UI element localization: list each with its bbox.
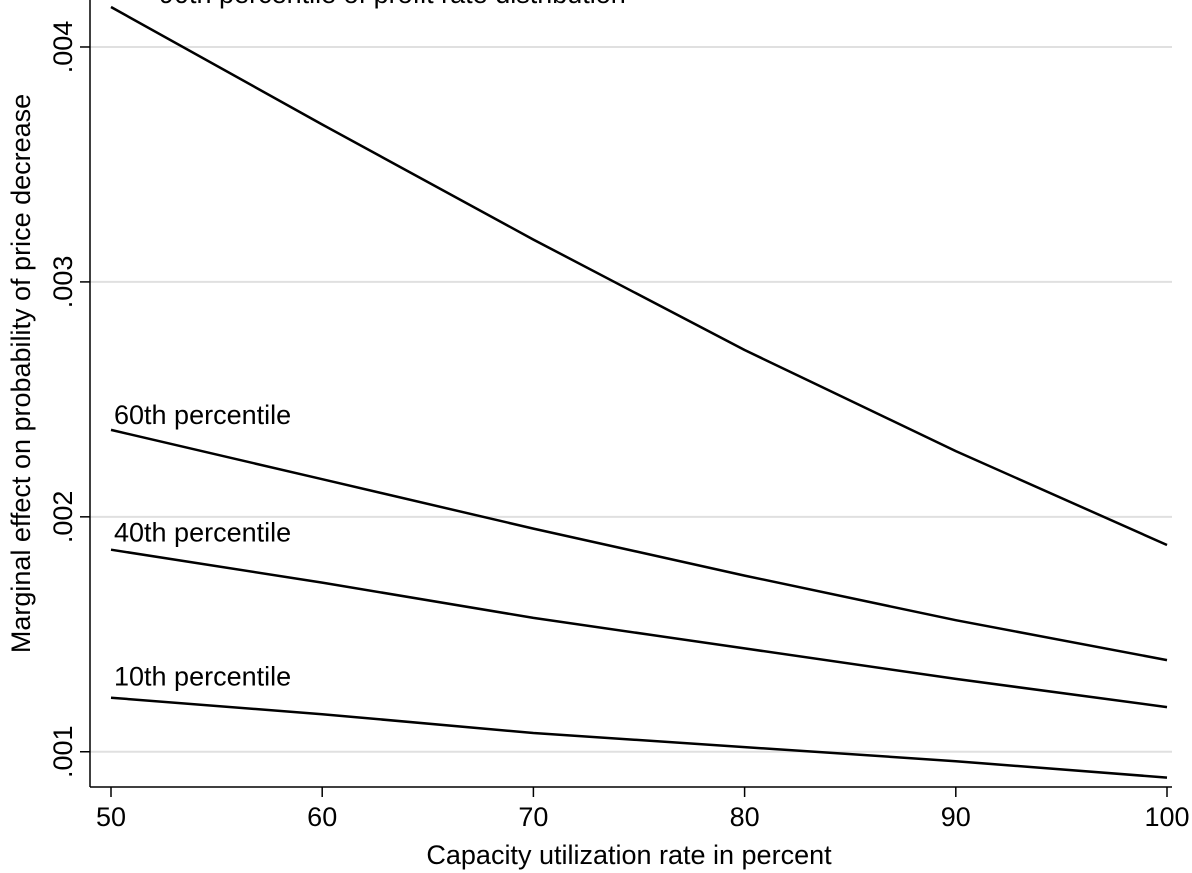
x-tick-label: 70 [518,802,548,832]
series-lines [110,5,1168,779]
x-tick-label: 100 [1144,802,1189,832]
x-axis-ticks: 50 60 70 80 90 100 [96,787,1190,832]
series-line [110,548,1168,709]
gridlines [90,45,1172,753]
series-label: 60th percentile [114,400,291,430]
y-tick-label: .004 [48,21,78,74]
y-tick-label: .003 [48,256,78,309]
series-line [110,696,1168,779]
series-line [110,428,1168,662]
series-label: 40th percentile [114,518,291,548]
x-axis-title: Capacity utilization rate in percent [426,840,832,870]
series-labels: 90th percentile of profit rate distribut… [114,0,626,692]
y-tick-label: .001 [48,725,78,778]
y-axis-ticks: .001 .002 .003 .004 [48,21,90,778]
series-label: 90th percentile of profit rate distribut… [159,0,626,9]
x-tick-label: 80 [730,802,760,832]
series-label: 10th percentile [114,662,291,692]
y-tick-label: .002 [48,491,78,544]
x-tick-label: 60 [307,802,337,832]
series-line [110,5,1168,547]
x-tick-label: 90 [941,802,971,832]
y-axis-title: Marginal effect on probability of price … [6,94,36,653]
x-tick-label: 50 [96,802,126,832]
